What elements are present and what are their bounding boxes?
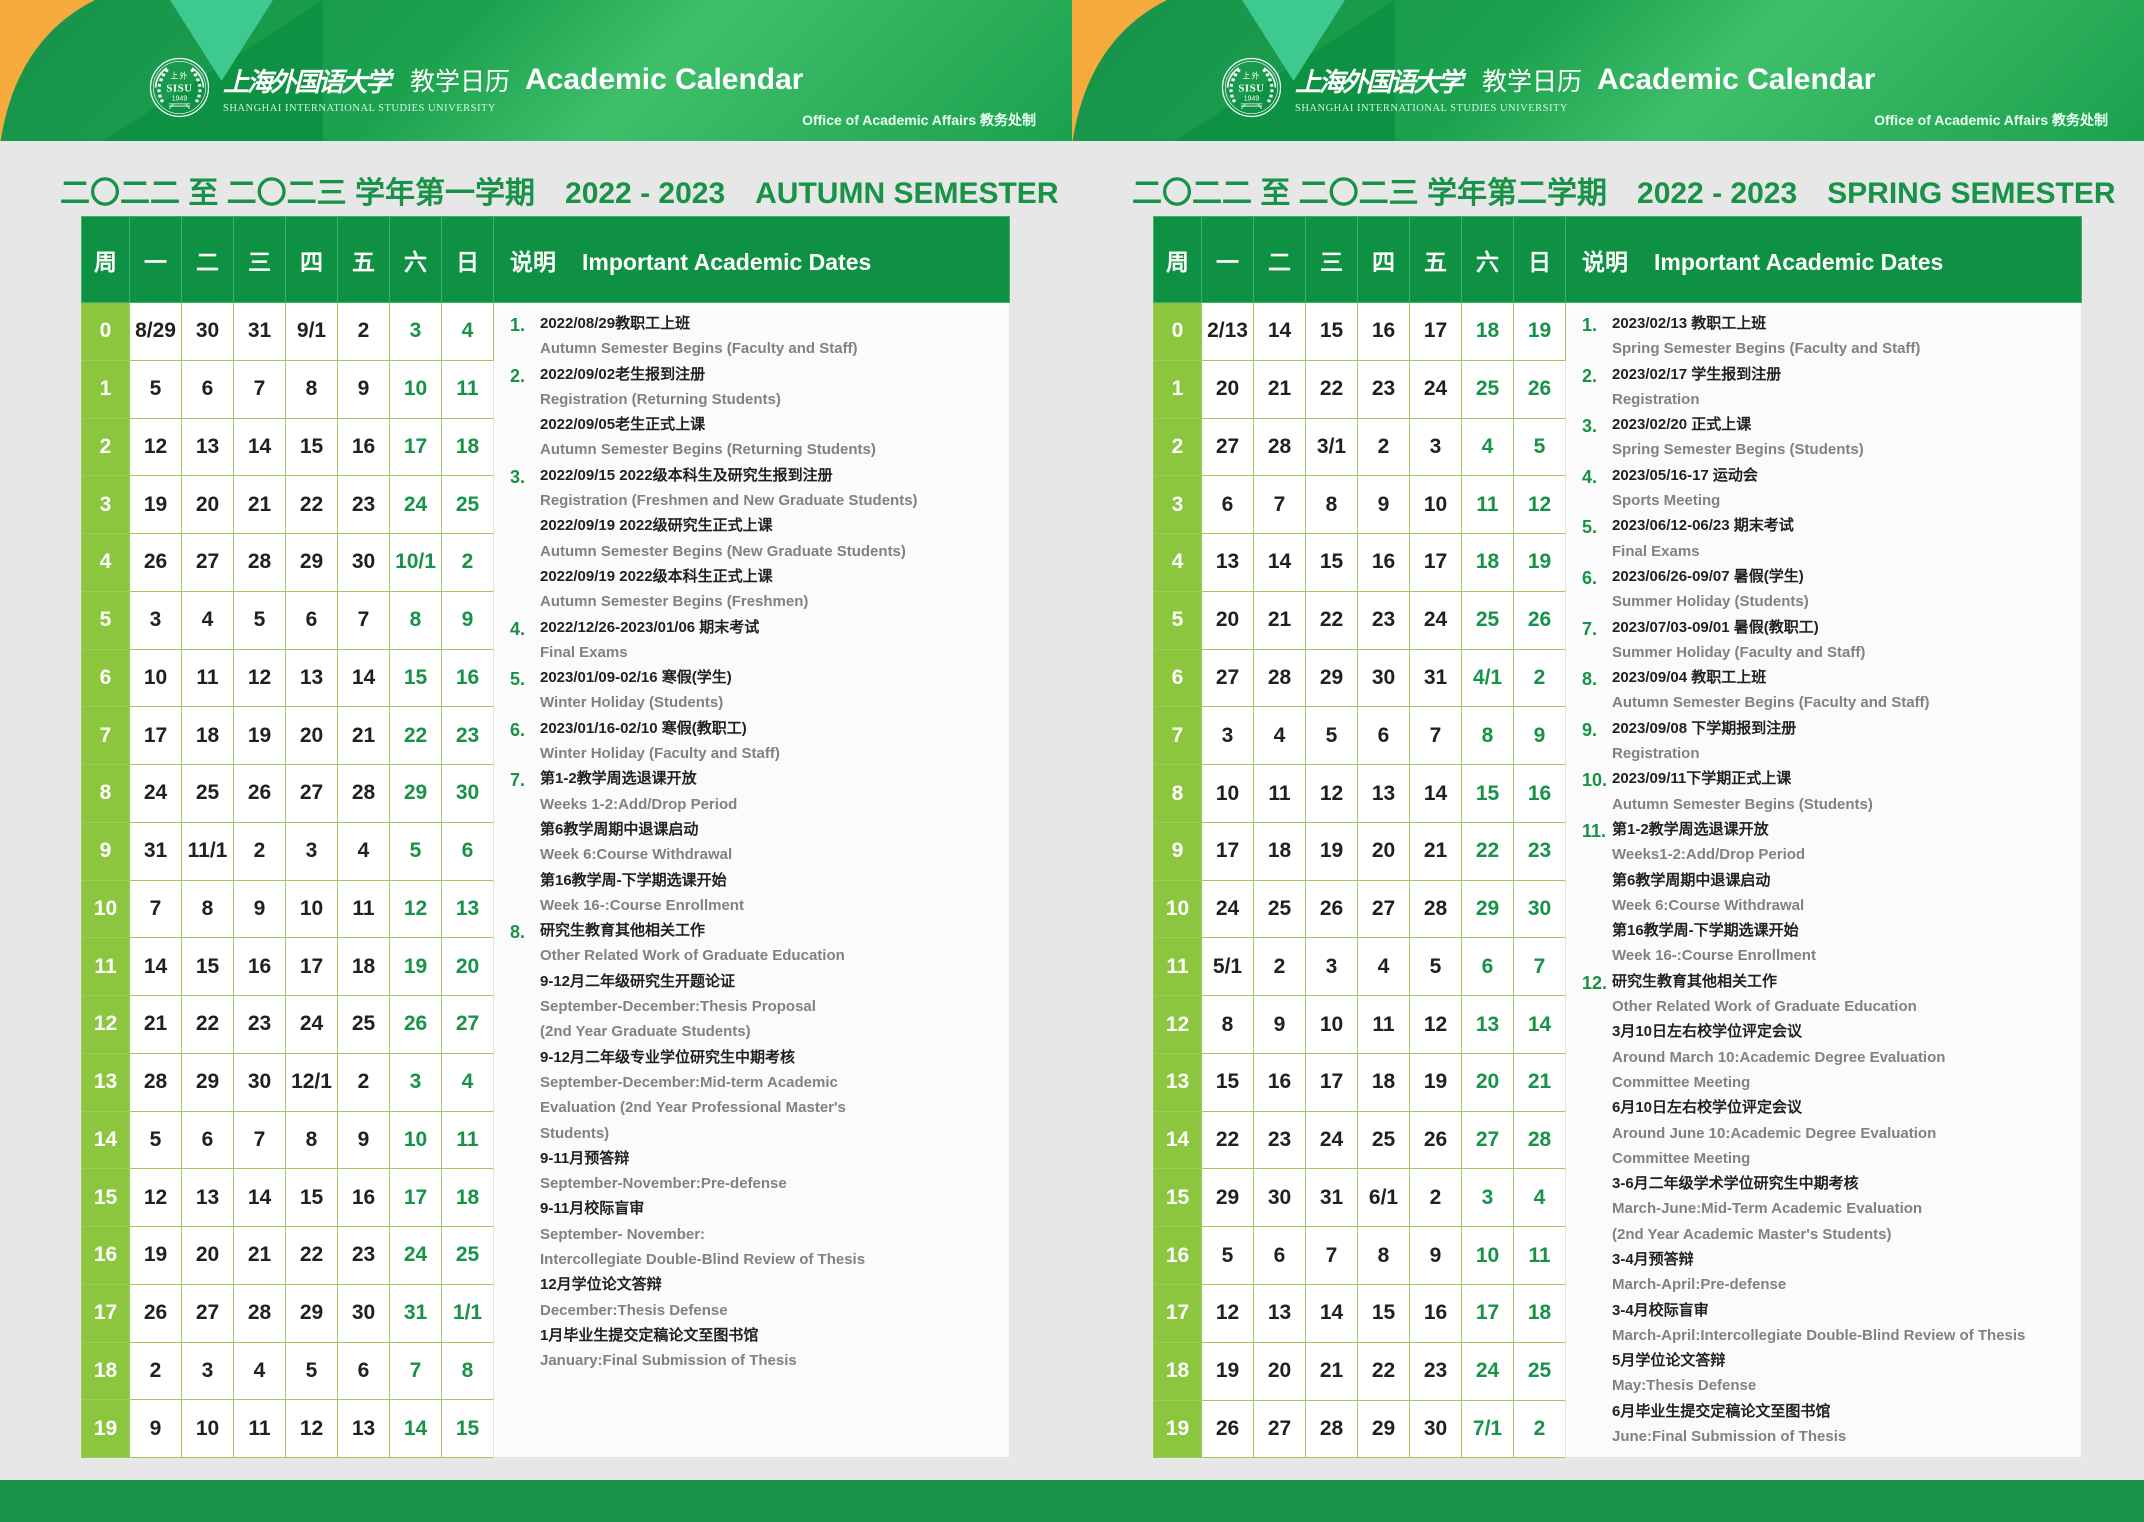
svg-text:1949: 1949 <box>172 96 188 103</box>
svg-text:SISU: SISU <box>166 82 192 94</box>
svg-text:上外: 上外 <box>1242 71 1260 81</box>
svg-text:1949: 1949 <box>1244 96 1260 103</box>
svg-text:SISU: SISU <box>1238 82 1264 94</box>
svg-text:上外: 上外 <box>170 71 188 81</box>
